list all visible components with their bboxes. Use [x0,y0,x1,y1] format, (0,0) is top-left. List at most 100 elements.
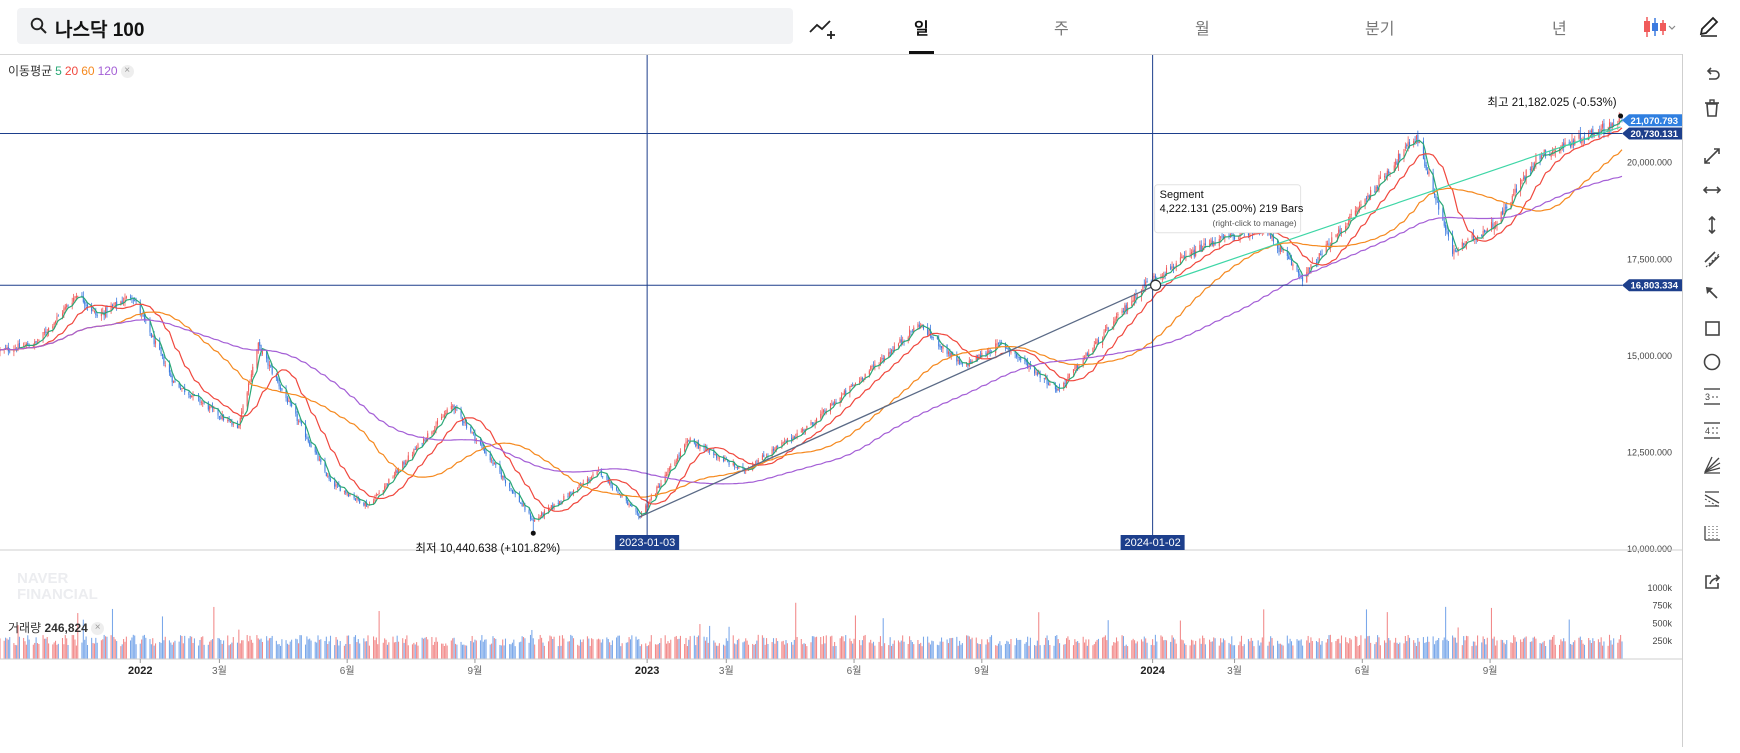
volume-bar [53,642,55,659]
candle-body [588,479,590,482]
regression-channel-icon[interactable] [1697,488,1727,514]
candle-body [1179,257,1181,264]
volume-bar [298,643,300,659]
volume-bar [986,639,988,659]
volume-bar [1242,646,1244,659]
price-tag [1622,114,1682,127]
candle-body [1238,237,1240,239]
candle-body [1554,150,1556,152]
volume-bar [1007,641,1009,659]
volume-bar [1481,642,1483,659]
candle-body [471,432,473,433]
search-box[interactable]: 나스닥 100 [17,8,793,44]
volume-bar [822,636,825,659]
candle-body [677,456,679,462]
tab-month[interactable]: 월 [1195,21,1210,38]
candle-body [1325,244,1327,253]
circle-icon[interactable] [1697,351,1727,377]
volume-bar [207,644,209,659]
volume-tick-label: 250k [1652,636,1672,646]
volume-bar [452,638,454,659]
tab-year[interactable]: 년 [1552,21,1567,38]
volume-bar [232,637,234,659]
candle-body [55,320,57,324]
candle-body [509,482,511,488]
candle-body [384,486,386,490]
search-query[interactable]: 나스닥 100 [55,20,145,41]
candle-body [28,346,30,348]
volume-bar [656,644,658,659]
gann-fan-icon[interactable] [1697,454,1727,480]
candle-body [363,502,365,506]
candle-body [645,505,647,514]
undo-icon[interactable] [1697,63,1727,89]
ma120-line [0,175,1623,485]
fibonacci-retracement-icon[interactable]: 3 [1697,385,1727,411]
vertical-line-icon[interactable] [1697,214,1727,240]
volume-bar [970,639,972,659]
volume-bar [518,642,520,659]
rectangle-icon[interactable] [1697,317,1727,343]
candle-body [1063,383,1065,389]
candle-body [1520,179,1522,191]
gann-grid-icon[interactable] [1697,522,1727,548]
trash-icon[interactable] [1697,97,1727,123]
volume-bar [952,637,954,659]
svg-text:4: 4 [1705,426,1710,436]
diagonal-line-icon[interactable] [1697,145,1727,171]
remove-volume-icon[interactable]: × [91,622,105,636]
parallel-channel-icon[interactable] [1697,248,1727,274]
volume-bar [316,642,318,659]
volume-bar [902,635,904,659]
volume-bar [1340,635,1343,659]
chart-area[interactable]: NAVER FINANCIAL 20,000.000 17,500.000 15,0… [0,54,1682,748]
remove-ma-icon[interactable]: × [120,65,134,79]
share-icon[interactable] [1697,571,1727,597]
y-tick-label: 10,000.000 [1627,544,1672,554]
candle-type-icon[interactable] [1642,15,1676,39]
tab-week[interactable]: 주 [1054,21,1069,38]
volume-value: 246,824 [44,621,88,635]
horizontal-line-icon[interactable] [1697,179,1727,205]
candle-body [949,351,951,357]
volume-bar [1179,620,1181,659]
candle-body [1310,264,1312,269]
volume-bar [804,643,806,659]
candle-body [638,513,640,517]
candle-body [75,295,77,298]
pencil-icon[interactable] [1697,14,1721,38]
candle-body [674,462,676,467]
candle-body [56,316,58,320]
candle-body [1533,163,1536,168]
candle-body [1424,157,1426,166]
volume-bar [913,644,915,659]
fibonacci-extension-icon[interactable]: 4 [1697,419,1727,445]
volume-bar [191,636,193,659]
candle-body [1571,139,1573,146]
tab-quarter[interactable]: 분기 [1365,21,1395,38]
candle-body [1357,207,1359,211]
candle-body [1445,225,1447,231]
segment-line [638,284,1156,518]
volume-bar [1054,635,1056,659]
volume-bar [142,635,144,659]
volume-bar [570,634,572,659]
volume-bar [1171,635,1173,659]
volume-bar [635,636,637,659]
tab-day[interactable]: 일 [914,21,929,38]
candle-body [824,410,826,413]
candle-body [1496,222,1498,226]
candle-body [1432,172,1434,193]
volume-bar [193,638,195,659]
volume-bar [1103,636,1105,659]
cursor-arrow-icon[interactable] [1697,282,1727,308]
candle-body [1209,243,1211,245]
compare-indicator-icon[interactable] [808,14,838,40]
volume-bar [1310,637,1312,659]
volume-bar [291,639,293,659]
price-chart[interactable]: NAVER FINANCIAL 20,000.00017,500.00015,0… [0,55,1682,748]
volume-bar [1067,636,1069,659]
volume-bar [1388,638,1390,659]
volume-bar [734,643,736,659]
candle-body [1397,153,1399,165]
